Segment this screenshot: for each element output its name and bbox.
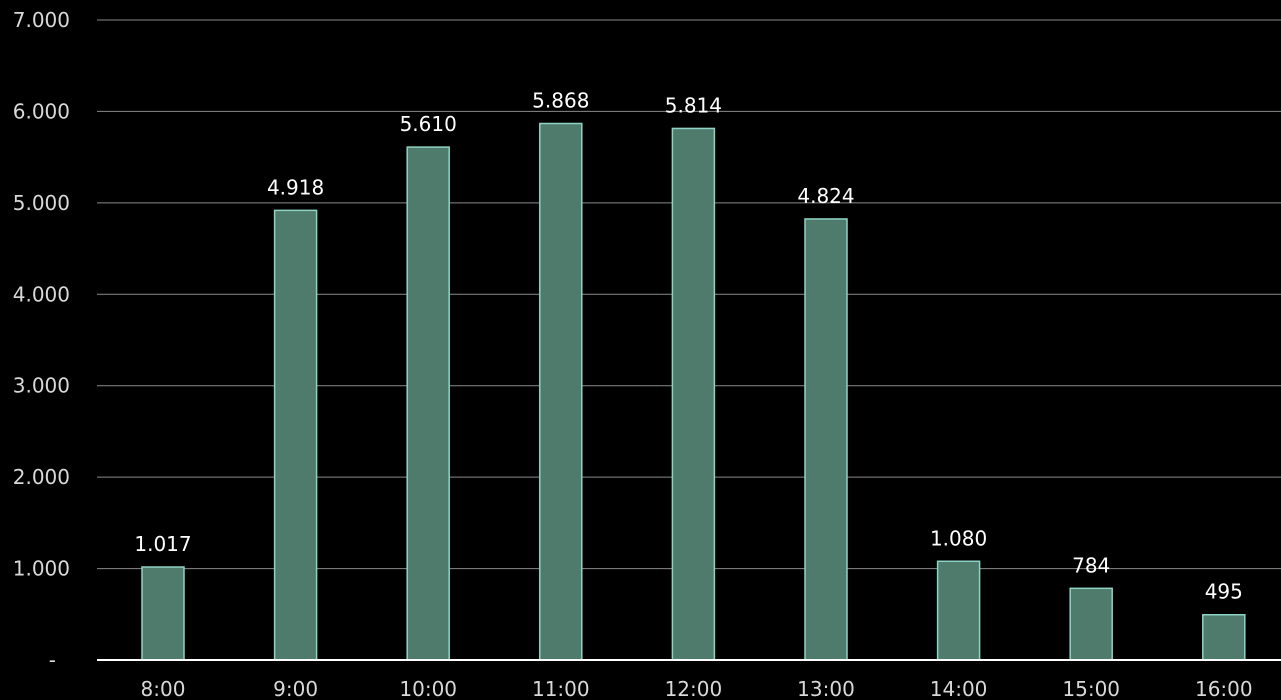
x-tick-label: 13:00 (797, 677, 855, 700)
y-tick-label: 3.000 (13, 374, 70, 398)
x-tick-label: 16:00 (1195, 677, 1253, 700)
x-tick-label: 9:00 (273, 677, 318, 700)
bar (273, 209, 318, 661)
bar (804, 218, 848, 661)
bar (406, 146, 450, 661)
data-label: 1.017 (134, 532, 191, 556)
y-tick-label: 7.000 (13, 8, 70, 32)
y-tick-label: 1.000 (13, 557, 70, 581)
x-tick-label: 10:00 (399, 677, 457, 700)
x-tick-label: 14:00 (930, 677, 988, 700)
y-tick-label: - (49, 648, 56, 672)
bar (1202, 613, 1246, 661)
x-tick-label: 11:00 (532, 677, 590, 700)
data-label: 4.824 (797, 184, 854, 208)
data-label: 5.814 (665, 93, 722, 117)
bar (671, 127, 716, 661)
data-label: 784 (1072, 553, 1110, 577)
data-label: 495 (1205, 580, 1243, 604)
y-tick-label: 6.000 (13, 99, 70, 123)
bar (1069, 587, 1113, 661)
x-tick-label: 8:00 (141, 677, 186, 700)
data-label: 4.918 (267, 175, 324, 199)
bar (539, 122, 583, 661)
y-tick-label: 5.000 (13, 191, 70, 215)
data-label: 5.610 (400, 112, 457, 136)
data-label: 1.080 (930, 526, 987, 550)
y-tick-label: 4.000 (13, 282, 70, 306)
bar (141, 566, 185, 661)
x-tick-label: 12:00 (665, 677, 723, 700)
y-tick-label: 2.000 (13, 465, 70, 489)
data-label: 5.868 (532, 88, 589, 112)
x-tick-label: 15:00 (1062, 677, 1120, 700)
bar (936, 560, 981, 661)
